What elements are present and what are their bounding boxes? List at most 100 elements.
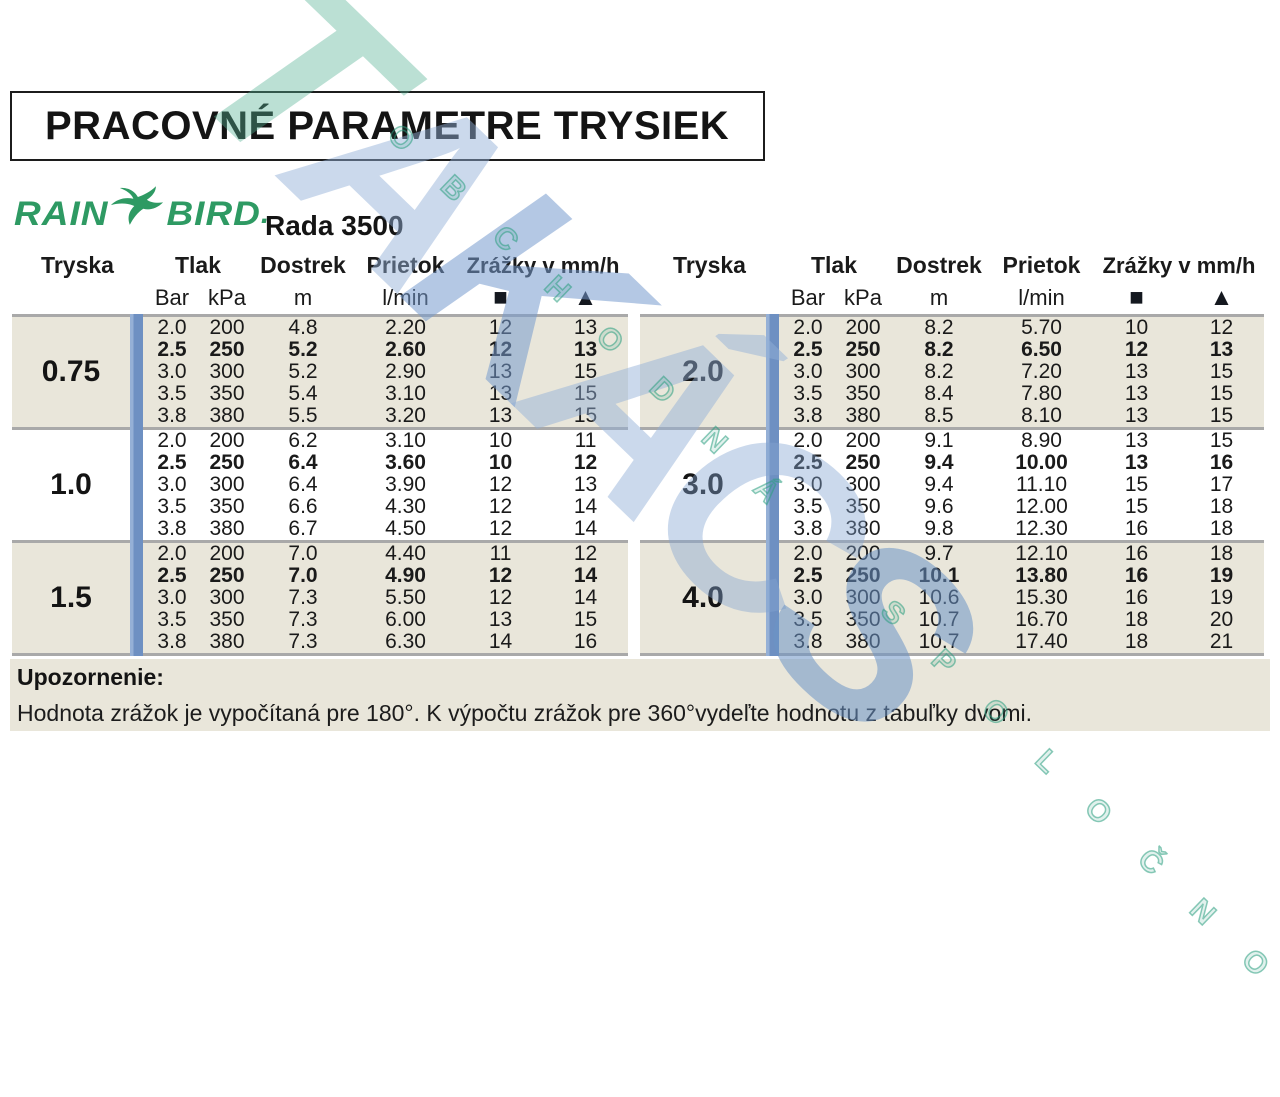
cell-zrazky-triangle: 11 xyxy=(574,429,597,452)
table-row: 3.0 300 5.2 2.90 13 15 xyxy=(143,361,628,383)
cell-zrazky-square: 13 xyxy=(1124,404,1149,427)
cell-pressure-kpa: 250 xyxy=(845,451,881,474)
cell-zrazky-triangle: 12 xyxy=(573,451,598,474)
tryska-value: 1.0 xyxy=(12,430,130,540)
cell-pressure-kpa: 250 xyxy=(209,451,245,474)
cell-zrazky-square: 10 xyxy=(488,451,513,474)
cell-pressure-kpa: 380 xyxy=(209,630,245,653)
cell-prietok-lmin: 12.10 xyxy=(1015,542,1068,565)
cell-pressure-bar: 3.8 xyxy=(157,630,187,653)
cell-zrazky-square: 18 xyxy=(1124,608,1149,631)
cell-prietok-lmin: 17.40 xyxy=(1015,630,1068,653)
cell-dostrek-m: 8.2 xyxy=(924,360,954,383)
cell-zrazky-triangle: 12 xyxy=(573,542,598,565)
bird-icon xyxy=(110,186,164,235)
cell-pressure-bar: 3.5 xyxy=(793,495,823,518)
note-block: Upozornenie: Hodnota zrážok je vypočítan… xyxy=(10,659,1270,731)
cell-prietok-lmin: 4.30 xyxy=(385,495,426,518)
cell-prietok-lmin: 12.30 xyxy=(1015,517,1068,540)
cell-dostrek-m: 10.1 xyxy=(918,564,960,587)
table-body: 0.75 2.0 200 4.8 2.20 12 13 2.5 250 5.2 2.60 12 13 3.… xyxy=(12,314,628,656)
subheader-lmin: l/min xyxy=(1018,284,1065,310)
cell-zrazky-triangle: 18 xyxy=(1209,517,1234,540)
cell-zrazky-triangle: 15 xyxy=(1209,429,1234,452)
section-data: 2.0 200 9.7 12.10 16 18 2.5 250 10.1 13.80 16 19 3.0… xyxy=(779,543,1264,653)
cell-zrazky-square: 14 xyxy=(488,630,513,653)
cell-pressure-kpa: 250 xyxy=(209,564,245,587)
cell-prietok-lmin: 2.20 xyxy=(385,316,426,339)
cell-dostrek-m: 9.8 xyxy=(924,517,954,540)
nozzle-table: Tryska Tlak Dostrek Prietok Zrážky v mm/h Bar… xyxy=(12,250,628,656)
cell-zrazky-square: 12 xyxy=(1124,338,1149,361)
cell-dostrek-m: 7.0 xyxy=(288,542,318,565)
cell-prietok-lmin: 15.30 xyxy=(1015,586,1068,609)
cell-zrazky-square: 13 xyxy=(488,382,513,405)
table-row: 2.0 200 8.2 5.70 10 12 xyxy=(779,317,1264,339)
cell-zrazky-triangle: 15 xyxy=(573,404,598,427)
cell-zrazky-triangle: 16 xyxy=(573,630,598,653)
cell-pressure-kpa: 200 xyxy=(845,316,881,339)
cell-pressure-bar: 2.0 xyxy=(157,316,187,339)
table-row: 3.8 380 7.3 6.30 14 16 xyxy=(143,631,628,653)
table-section: 1.0 2.0 200 6.2 3.10 10 11 2.5 250 6.4 3.60 10 12 3.0… xyxy=(12,427,628,540)
cell-zrazky-triangle: 14 xyxy=(573,564,598,587)
table-row: 2.5 250 6.4 3.60 10 12 xyxy=(143,452,628,474)
cell-dostrek-m: 6.4 xyxy=(288,473,318,496)
cell-pressure-bar: 2.0 xyxy=(157,429,187,452)
subheader-lmin: l/min xyxy=(382,284,429,310)
cell-pressure-kpa: 200 xyxy=(209,542,245,565)
cell-zrazky-triangle: 18 xyxy=(1209,495,1234,518)
cell-prietok-lmin: 12.00 xyxy=(1015,495,1068,518)
section-data: 2.0 200 8.2 5.70 10 12 2.5 250 8.2 6.50 12 13 3.0 300… xyxy=(779,317,1264,427)
cell-zrazky-triangle: 14 xyxy=(573,517,598,540)
cell-zrazky-triangle: 21 xyxy=(1209,630,1234,653)
cell-pressure-bar: 3.8 xyxy=(793,517,823,540)
cell-zrazky-square: 12 xyxy=(488,495,513,518)
cell-pressure-bar: 3.0 xyxy=(157,586,187,609)
cell-prietok-lmin: 11.10 xyxy=(1016,473,1067,496)
cell-zrazky-square: 13 xyxy=(1124,429,1149,452)
col-header-dostrek: Dostrek xyxy=(896,252,982,278)
subheader-kpa: kPa xyxy=(208,284,246,310)
cell-dostrek-m: 9.4 xyxy=(924,451,954,474)
table-subheader-row: Bar kPa m l/min ■ ▲ xyxy=(640,281,1264,314)
subheader-m: m xyxy=(929,284,949,310)
cell-zrazky-triangle: 15 xyxy=(1209,382,1234,405)
table-row: 3.8 380 5.5 3.20 13 15 xyxy=(143,405,628,427)
cell-zrazky-square: 13 xyxy=(1124,451,1149,474)
col-header-tryska: Tryska xyxy=(673,252,746,278)
cell-pressure-kpa: 300 xyxy=(845,586,881,609)
tryska-value: 3.0 xyxy=(640,430,766,540)
cell-zrazky-square: 16 xyxy=(1124,586,1149,609)
cell-dostrek-m: 9.4 xyxy=(924,473,954,496)
table-row: 3.0 300 8.2 7.20 13 15 xyxy=(779,361,1264,383)
cell-pressure-kpa: 350 xyxy=(845,608,881,631)
square-icon: ■ xyxy=(493,283,508,311)
cell-pressure-kpa: 350 xyxy=(845,495,881,518)
cell-prietok-lmin: 3.10 xyxy=(385,382,426,405)
triangle-icon: ▲ xyxy=(1209,283,1234,311)
subheader-kpa: kPa xyxy=(844,284,882,310)
page-title-box: PRACOVNÉ PARAMETRE TRYSIEK xyxy=(10,91,765,161)
table-row: 3.0 300 10.6 15.30 16 19 xyxy=(779,587,1264,609)
cell-pressure-bar: 2.5 xyxy=(793,564,823,587)
cell-zrazky-triangle: 19 xyxy=(1209,564,1234,587)
cell-zrazky-triangle: 14 xyxy=(573,495,598,518)
section-data: 2.0 200 6.2 3.10 10 11 2.5 250 6.4 3.60 10 12 3.0 300… xyxy=(143,430,628,540)
cell-pressure-bar: 3.5 xyxy=(157,382,187,405)
cell-dostrek-m: 7.3 xyxy=(288,608,318,631)
table-row: 3.0 300 9.4 11.10 15 17 xyxy=(779,474,1264,496)
cell-zrazky-triangle: 20 xyxy=(1209,608,1234,631)
cell-pressure-kpa: 380 xyxy=(209,517,245,540)
tryska-value: 1.5 xyxy=(12,543,130,653)
cell-pressure-bar: 3.8 xyxy=(793,404,823,427)
cell-pressure-kpa: 200 xyxy=(845,429,881,452)
cell-pressure-kpa: 350 xyxy=(209,608,245,631)
cell-pressure-kpa: 350 xyxy=(209,495,245,518)
table-row: 2.0 200 9.7 12.10 16 18 xyxy=(779,543,1264,565)
table-row: 2.5 250 7.0 4.90 12 14 xyxy=(143,565,628,587)
square-icon: ■ xyxy=(1129,283,1144,311)
cell-pressure-kpa: 250 xyxy=(209,338,245,361)
cell-zrazky-square: 13 xyxy=(488,404,513,427)
cell-dostrek-m: 10.7 xyxy=(918,608,960,631)
